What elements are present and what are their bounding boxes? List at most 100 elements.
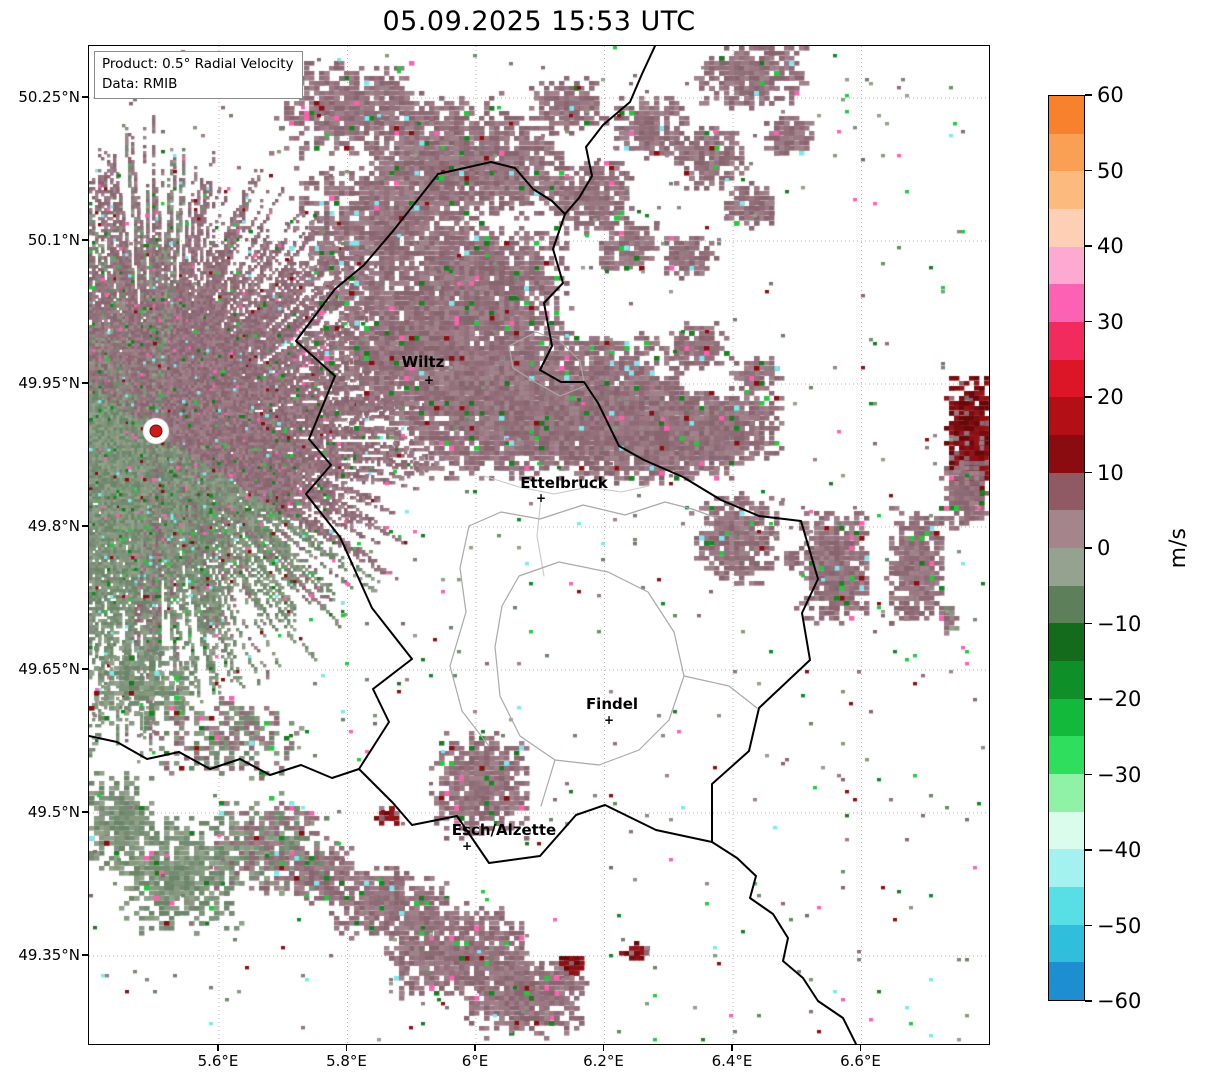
colorbar-segment [1049, 849, 1084, 888]
city-label-ettelbruck: Ettelbruck [520, 474, 608, 492]
city-label-findel: Findel [585, 695, 639, 713]
product-label: Product: 0.5° Radial Velocity [102, 56, 294, 72]
colorbar-tick-label: −50 [1097, 913, 1142, 938]
colorbar-tick-mark [1085, 547, 1092, 549]
colorbar-segment [1049, 359, 1084, 398]
colorbar-unit-text: m/s [1166, 527, 1191, 569]
country-borders [89, 46, 858, 1044]
colorbar-tick-mark [1085, 622, 1092, 625]
river-line [483, 475, 650, 495]
y-axis-tick-label: 49.5°N [27, 803, 80, 821]
x-axis-tick-label: 6°E [461, 1052, 489, 1070]
national-border-west [89, 735, 360, 779]
colorbar-segment [1049, 171, 1084, 210]
x-axis-tick-label: 6.6°E [840, 1052, 881, 1070]
colorbar-segment [1049, 96, 1084, 134]
colorbar-tick-mark [1085, 1000, 1092, 1002]
colorbar-unit-label: m/s [1166, 95, 1191, 1001]
district-border [468, 501, 718, 527]
y-axis-tick-label: 50.25°N [18, 88, 80, 106]
colorbar-segment [1049, 811, 1084, 850]
colorbar-segment [1049, 435, 1084, 473]
y-axis-tick-mark [82, 668, 88, 670]
national-border-south [711, 841, 858, 1044]
country-border-luxembourg [295, 161, 819, 864]
colorbar-tick-label: 60 [1097, 83, 1124, 107]
colorbar-tick-label: 30 [1097, 309, 1124, 334]
y-axis-tick-label: 49.35°N [18, 946, 80, 964]
x-axis-tick-mark [345, 1045, 348, 1051]
y-axis-tick-label: 50.1°N [27, 231, 80, 249]
y-axis-tick-mark [82, 525, 88, 527]
district-border [508, 331, 586, 397]
colorbar-segment [1049, 962, 1084, 1001]
city-label-wiltz: Wiltz [401, 353, 445, 371]
colorbar-segment [1049, 322, 1084, 360]
x-axis-tick-label: 5.8°E [326, 1052, 367, 1070]
x-axis-tick-label: 6.4°E [711, 1052, 753, 1070]
district-border [494, 561, 685, 766]
colorbar-tick-mark [1085, 698, 1092, 700]
colorbar-tick-mark [1085, 849, 1092, 851]
x-axis-tick-mark [731, 1045, 733, 1051]
y-axis-tick-label: 49.95°N [18, 374, 80, 392]
colorbar-segment [1049, 548, 1084, 586]
x-axis-tick-label: 5.6°E [197, 1052, 239, 1070]
district-border [683, 675, 758, 709]
colorbar-segment [1049, 623, 1084, 662]
colorbar-segment [1049, 133, 1084, 172]
colorbar-segment [1049, 510, 1084, 549]
colorbar-segment [1049, 209, 1084, 247]
colorbar-tick-label: −20 [1097, 687, 1142, 711]
y-axis-tick-mark [82, 954, 88, 956]
colorbar-tick-mark [1085, 924, 1092, 927]
colorbar-segment [1049, 246, 1084, 285]
city-marker-wiltz: + [423, 373, 435, 387]
figure-title: 05.09.2025 15:53 UTC [382, 6, 696, 37]
colorbar-tick-label: −60 [1097, 989, 1142, 1013]
colorbar-tick-mark [1085, 396, 1092, 398]
colorbar-segment [1049, 284, 1084, 323]
river-line [536, 497, 545, 577]
city-marker-esch-alzette: + [461, 839, 473, 853]
colorbar-tick-mark [1085, 94, 1092, 96]
colorbar-segment [1049, 924, 1084, 963]
colorbar-tick-mark [1085, 245, 1092, 247]
x-axis-tick-label: 6.2°E [583, 1052, 624, 1070]
map-plot: Product: 0.5° Radial Velocity Data: RMIB… [88, 45, 990, 1045]
y-axis-tick-mark [82, 382, 88, 384]
colorbar-tick-mark [1085, 320, 1092, 323]
colorbar-segment [1049, 472, 1084, 511]
colorbar-tick-label: 40 [1097, 234, 1124, 258]
y-axis-tick-mark [82, 811, 88, 813]
colorbar-tick-mark [1085, 169, 1092, 172]
district-border [449, 525, 490, 747]
city-marker-ettelbruck: + [535, 491, 547, 505]
y-axis-tick-mark [82, 239, 88, 241]
colorbar-segment [1049, 397, 1084, 436]
y-axis-tick-label: 49.65°N [18, 660, 80, 678]
colorbar-segment [1049, 585, 1084, 624]
x-axis-tick-mark [217, 1045, 219, 1051]
colorbar-segment [1049, 774, 1084, 812]
colorbar-segment [1049, 736, 1084, 775]
colorbar-tick-label: 0 [1097, 536, 1111, 560]
district-border [540, 759, 556, 807]
colorbar-tick-label: −30 [1097, 762, 1142, 787]
x-axis-tick-mark [474, 1045, 476, 1051]
colorbar-tick-mark [1085, 773, 1092, 776]
city-label-esch-alzette: Esch/Alzette [451, 821, 557, 839]
colorbar-tick-label: 10 [1097, 460, 1124, 485]
colorbar-segment [1049, 887, 1084, 925]
colorbar-tick-mark [1085, 471, 1092, 474]
data-source-label: Data: RMIB [102, 75, 178, 92]
colorbar-segment [1049, 698, 1084, 737]
x-axis-tick-mark [602, 1045, 605, 1051]
colorbar-segment [1049, 661, 1084, 699]
y-axis-tick-label: 49.8°N [27, 517, 80, 535]
national-border-north [564, 46, 656, 215]
product-info-box: Product: 0.5° Radial Velocity Data: RMIB [94, 51, 303, 100]
colorbar-tick-label: 50 [1097, 158, 1124, 183]
y-axis-tick-mark [82, 96, 88, 98]
